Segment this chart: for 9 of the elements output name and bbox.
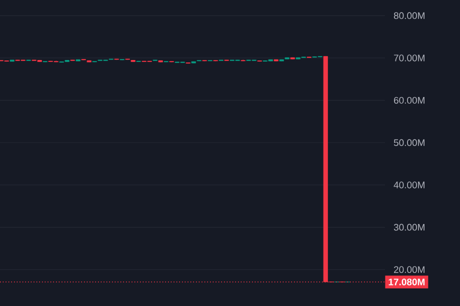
candlestick <box>130 60 136 62</box>
y-tick-label: 60.00M <box>394 96 424 104</box>
y-tick-label: 70.00M <box>394 54 424 62</box>
y-tick-label: 40.00M <box>394 182 424 188</box>
y-tick-label: 20.00M <box>394 266 424 273</box>
ref-line-label: 17.080M <box>388 278 425 286</box>
y-tick-label: 30.00M <box>394 224 424 231</box>
y-tick-label: 50.00M <box>394 139 424 146</box>
y-tick-label: 80.00M <box>394 12 424 20</box>
